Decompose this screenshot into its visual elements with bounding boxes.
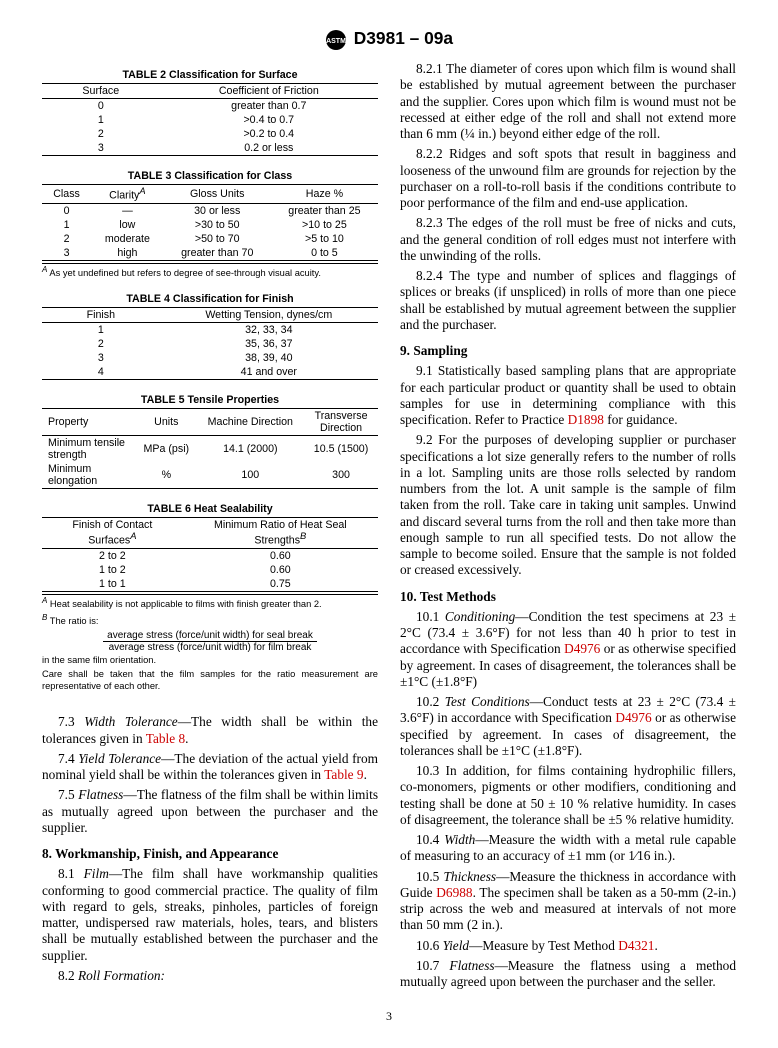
para-10-4: 10.4 Width—Measure the width with a meta… — [400, 832, 736, 865]
table2-col0: Surface — [42, 84, 160, 99]
table5-col3: Transverse Direction — [304, 409, 378, 436]
table5-col1: Units — [136, 409, 196, 436]
para-7-5: 7.5 Flatness—The flatness of the film sh… — [42, 787, 378, 836]
para-10-3: 10.3 In addition, for films containing h… — [400, 763, 736, 828]
table3-caption: TABLE 3 Classification for Class — [42, 170, 378, 182]
page-number: 3 — [42, 1009, 736, 1024]
table5-col0: Property — [42, 409, 136, 436]
table6: Finish of Contact SurfacesA Minimum Rati… — [42, 517, 378, 592]
table2: Surface Coefficient of Friction 0greater… — [42, 83, 378, 156]
para-8-2-3: 8.2.3 The edges of the roll must be free… — [400, 215, 736, 264]
section-9-heading: 9. Sampling — [400, 343, 736, 359]
table5-caption: TABLE 5 Tensile Properties — [42, 394, 378, 406]
link-d6988[interactable]: D6988 — [436, 885, 472, 900]
table6-ratio-fraction: average stress (force/unit width) for se… — [42, 630, 378, 653]
table3: Class ClarityA Gloss Units Haze % 0—30 o… — [42, 184, 378, 261]
table6-footnoteB: B The ratio is: — [42, 613, 378, 628]
table3-col0: Class — [42, 185, 91, 204]
table5: Property Units Machine Direction Transve… — [42, 408, 378, 489]
para-8-1: 8.1 Film—The film shall have workmanship… — [42, 866, 378, 964]
table4-col1: Wetting Tension, dynes/cm — [160, 308, 378, 323]
table3-col2: Gloss Units — [164, 185, 271, 204]
link-d4976-1[interactable]: D4976 — [564, 641, 600, 656]
table2-caption: TABLE 2 Classification for Surface — [42, 69, 378, 81]
table3-col3: Haze % — [271, 185, 378, 204]
para-10-1: 10.1 Conditioning—Condition the test spe… — [400, 609, 736, 690]
link-d1898[interactable]: D1898 — [568, 412, 604, 427]
link-d4321[interactable]: D4321 — [618, 938, 654, 953]
table4-col0: Finish — [42, 308, 160, 323]
table4: Finish Wetting Tension, dynes/cm 132, 33… — [42, 307, 378, 380]
para-9-1: 9.1 Statistically based sampling plans t… — [400, 363, 736, 428]
table2-col1: Coefficient of Friction — [160, 84, 378, 99]
para-10-6: 10.6 Yield—Measure by Test Method D4321. — [400, 938, 736, 954]
link-table8[interactable]: Table 8 — [146, 731, 185, 746]
para-8-2-1: 8.2.1 The diameter of cores upon which f… — [400, 61, 736, 142]
para-9-2: 9.2 For the purposes of developing suppl… — [400, 432, 736, 578]
table3-footnote: A As yet undefined but refers to degree … — [42, 263, 378, 280]
doc-number: D3981 – 09a — [354, 28, 453, 48]
para-7-3: 7.3 Width Tolerance—The width shall be w… — [42, 714, 378, 747]
para-10-5: 10.5 Thickness—Measure the thickness in … — [400, 869, 736, 934]
para-10-7: 10.7 Flatness—Measure the flatness using… — [400, 958, 736, 991]
table6-footnoteB-care: Care shall be taken that the film sample… — [42, 669, 378, 692]
para-10-2: 10.2 Test Conditions—Conduct tests at 23… — [400, 694, 736, 759]
table2-body: 0greater than 0.7 1>0.4 to 0.7 2>0.2 to … — [42, 99, 378, 156]
section-10-heading: 10. Test Methods — [400, 589, 736, 605]
table6-col1: Minimum Ratio of Heat Seal StrengthsB — [183, 518, 378, 549]
link-d4976-2[interactable]: D4976 — [615, 710, 651, 725]
link-table9[interactable]: Table 9 — [324, 767, 363, 782]
para-7-4: 7.4 Yield Tolerance—The deviation of the… — [42, 751, 378, 784]
table4-caption: TABLE 4 Classification for Finish — [42, 293, 378, 305]
doc-header: ASTM D3981 – 09a — [42, 28, 736, 51]
table6-caption: TABLE 6 Heat Sealability — [42, 503, 378, 515]
astm-logo-icon: ASTM — [325, 29, 347, 51]
para-8-2-2: 8.2.2 Ridges and soft spots that result … — [400, 146, 736, 211]
table6-col0: Finish of Contact SurfacesA — [42, 518, 183, 549]
table6-footnoteA: A Heat sealability is not applicable to … — [42, 594, 378, 611]
para-8-2: 8.2 Roll Formation: — [42, 968, 378, 984]
table6-footnoteB-after: in the same film orientation. — [42, 655, 378, 667]
section-8-heading: 8. Workmanship, Finish, and Appearance — [42, 846, 378, 862]
svg-text:ASTM: ASTM — [326, 38, 346, 45]
table3-col1: ClarityA — [91, 185, 164, 204]
para-8-2-4: 8.2.4 The type and number of splices and… — [400, 268, 736, 333]
table5-col2: Machine Direction — [197, 409, 305, 436]
